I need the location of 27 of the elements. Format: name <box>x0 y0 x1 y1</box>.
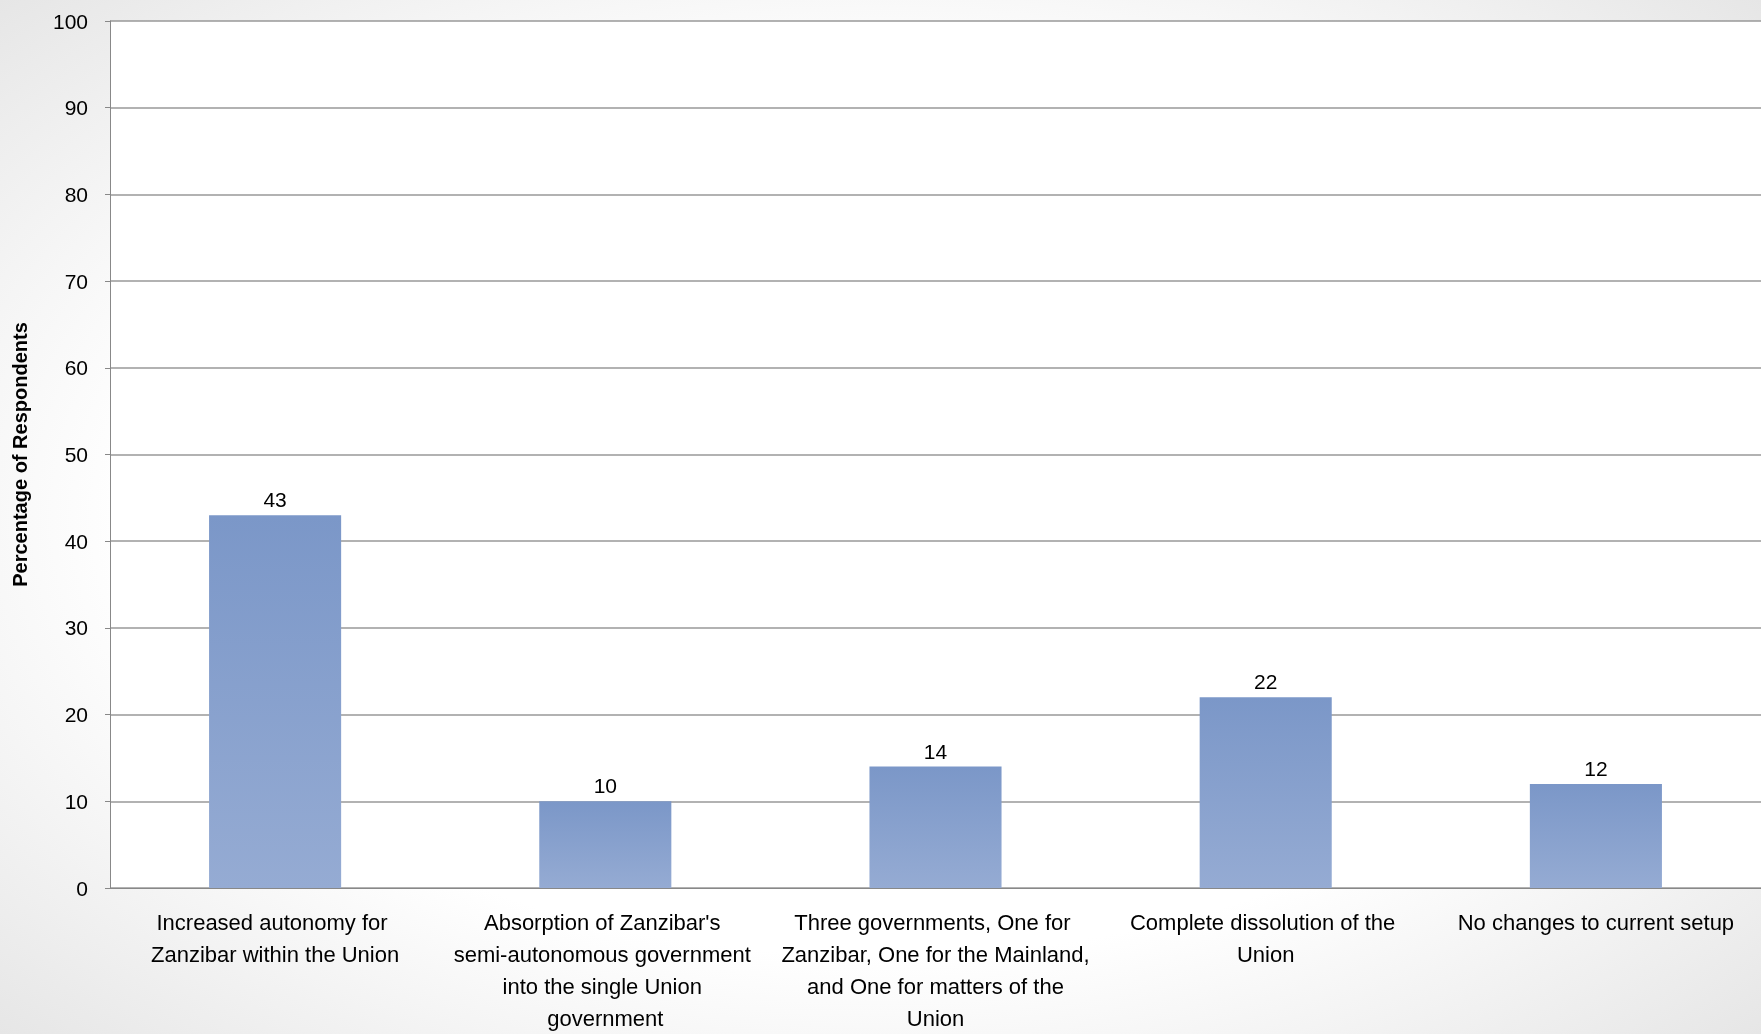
bar <box>1529 783 1662 888</box>
bar <box>539 801 672 888</box>
y-tick-label: 20 <box>64 703 88 727</box>
y-tick-label: 30 <box>64 616 88 640</box>
data-label: 43 <box>263 488 287 512</box>
bar <box>209 515 342 888</box>
data-label: 10 <box>593 774 617 798</box>
x-tick-label: Absorption of Zanzibar's semi-autonomous government into the single Union government <box>453 909 757 1031</box>
y-tick-label: 80 <box>64 182 88 206</box>
y-tick-label: 70 <box>64 269 88 293</box>
bar <box>869 766 1002 888</box>
y-tick-label: 100 <box>52 9 88 33</box>
y-tick-label: 10 <box>64 789 88 813</box>
y-tick-label: 0 <box>76 876 88 900</box>
x-tick-label: Complete dissolution of the Union <box>1129 909 1402 967</box>
y-tick-label: 50 <box>64 443 88 466</box>
data-label: 22 <box>1254 670 1278 694</box>
y-axis-title: Percentage of Respondents <box>9 322 31 587</box>
bar <box>1199 697 1332 888</box>
y-tick-label: 90 <box>64 96 88 120</box>
x-tick-label: Three governments, One for Zanzibar, One for the Mainland, and One for matters of the Union <box>781 909 1090 1031</box>
x-tick-label: No changes to current setup <box>1457 909 1735 935</box>
y-tick-label: 40 <box>64 529 88 553</box>
data-label: 12 <box>1584 756 1608 780</box>
data-label: 14 <box>923 739 948 763</box>
y-tick-label: 60 <box>64 356 88 380</box>
x-tick-label: Increased autonomy for Zanzibar within the Union <box>150 909 400 967</box>
